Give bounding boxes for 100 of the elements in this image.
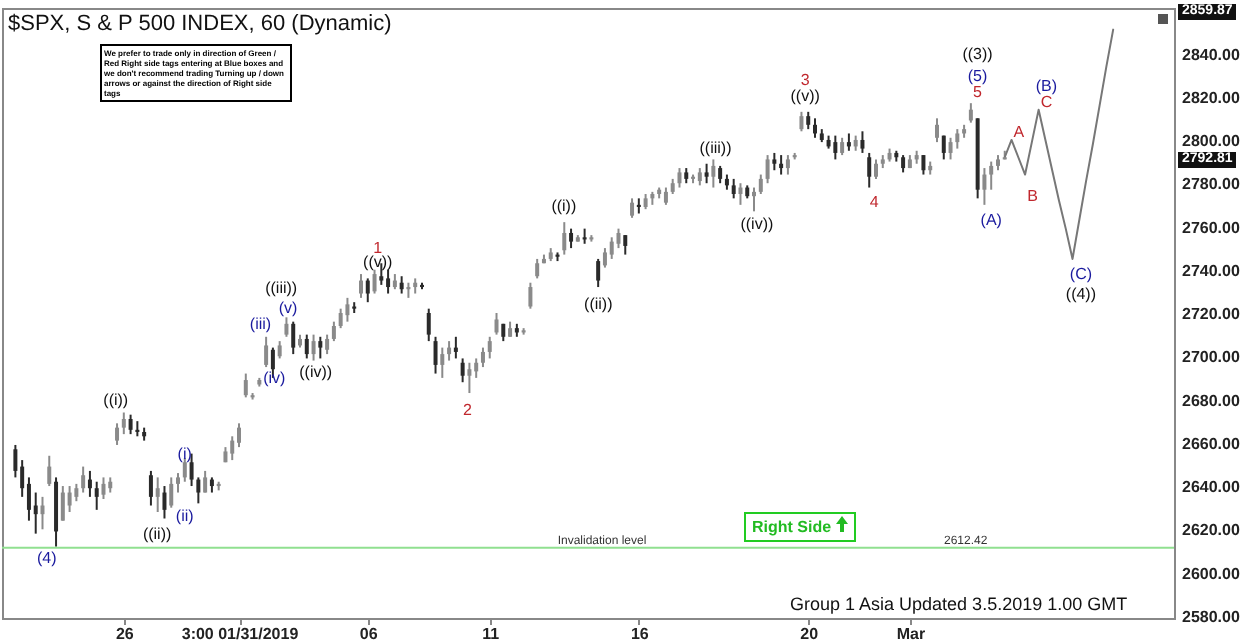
candlestick xyxy=(291,320,296,356)
candlestick xyxy=(528,281,533,310)
candlestick xyxy=(67,485,72,514)
annotation: (A) xyxy=(980,211,1002,229)
annotation: 1 xyxy=(373,239,383,257)
candlestick xyxy=(94,480,99,511)
candlestick xyxy=(87,469,92,498)
candlestick xyxy=(948,136,953,161)
y-tick-label: 2780.00 xyxy=(1182,175,1241,194)
annotation: (iii) xyxy=(249,315,272,333)
annotation: 3 xyxy=(800,71,810,89)
annotation: 5 xyxy=(973,83,982,101)
candlestick xyxy=(128,413,133,436)
annotation: ((v)) xyxy=(363,253,393,271)
annotation: ((iii)) xyxy=(699,139,732,157)
candlestick xyxy=(494,312,499,336)
candlestick xyxy=(33,491,38,535)
x-tick-label: 11 xyxy=(482,625,501,642)
candlestick xyxy=(867,151,872,189)
candlestick xyxy=(860,130,865,154)
y-tick-label: 2720.00 xyxy=(1182,305,1241,324)
candlestick xyxy=(162,485,167,520)
y-tick-label: 2620.00 xyxy=(1182,521,1241,540)
annotation: ((iii)) xyxy=(265,279,298,297)
candlestick xyxy=(101,476,106,501)
chart-title: $SPX, S & P 500 INDEX, 60 (Dynamic) xyxy=(8,12,392,36)
annotation: Right Side xyxy=(752,518,832,536)
x-tick-label: 06 xyxy=(359,625,379,642)
candlestick xyxy=(237,422,242,449)
candlestick xyxy=(921,154,926,176)
candlestick xyxy=(155,476,160,514)
annotation: ((v)) xyxy=(790,87,820,105)
annotation: 2 xyxy=(462,401,472,419)
candlestick xyxy=(433,335,438,375)
candlestick xyxy=(372,268,377,295)
candlestick xyxy=(325,333,330,356)
candlestick xyxy=(243,372,248,399)
annotation: ((i)) xyxy=(103,391,129,409)
candlestick xyxy=(982,167,987,206)
candlestick xyxy=(968,102,973,124)
candlestick xyxy=(60,485,65,522)
candlestick xyxy=(765,154,770,185)
candlestick xyxy=(460,357,465,384)
candlestick xyxy=(738,182,743,206)
y-tick-label: 2660.00 xyxy=(1182,434,1241,453)
candlestick xyxy=(115,422,120,446)
candlestick xyxy=(40,495,45,531)
line-series xyxy=(1003,28,1115,260)
y-tick-label: 2700.00 xyxy=(1182,348,1241,367)
candlestick xyxy=(874,158,878,180)
candlestick xyxy=(176,472,181,494)
candlestick xyxy=(440,346,445,379)
x-tick-label: 16 xyxy=(630,625,650,642)
candlestick xyxy=(331,320,336,343)
annotation: (i) xyxy=(177,445,192,463)
candlestick xyxy=(630,197,635,219)
candlestick xyxy=(813,117,818,139)
candlestick xyxy=(711,158,716,189)
candlestick xyxy=(264,335,269,369)
candlestick xyxy=(752,186,757,213)
candlestick xyxy=(447,340,452,362)
candlestick xyxy=(731,177,736,200)
candlestick xyxy=(311,333,316,362)
annotation: (iv) xyxy=(263,369,286,387)
y-tick-label: 2760.00 xyxy=(1182,218,1241,237)
annotation: ((ii)) xyxy=(142,525,172,543)
candlestick xyxy=(121,411,126,436)
annotation: ((i)) xyxy=(551,197,577,215)
candlestick xyxy=(284,316,289,338)
annotation: B xyxy=(1027,187,1038,205)
candlestick xyxy=(779,154,784,176)
candlestick xyxy=(358,273,363,299)
candlestick xyxy=(704,162,709,185)
y-tick-label: 2600.00 xyxy=(1182,564,1241,583)
annotation: 4 xyxy=(869,193,879,211)
candlestick xyxy=(758,173,763,196)
candlestick xyxy=(47,454,52,488)
candlestick xyxy=(799,110,804,133)
candlestick xyxy=(623,234,628,256)
candlestick xyxy=(345,296,350,323)
annotation: (v) xyxy=(278,299,298,317)
candlestick xyxy=(480,346,485,369)
annotation: ((iv)) xyxy=(299,363,333,381)
candlestick xyxy=(569,227,574,250)
annotation: C xyxy=(1040,93,1053,111)
annotation: ((4)) xyxy=(1065,285,1097,303)
candlestick xyxy=(535,257,540,280)
candlestick xyxy=(453,335,458,360)
y-tick-label: 2740.00 xyxy=(1182,261,1241,280)
candlestick xyxy=(989,160,994,191)
candlestick xyxy=(609,236,614,260)
candlestick xyxy=(426,307,431,343)
annotation: (4) xyxy=(37,549,57,567)
annotation: ((iv)) xyxy=(740,215,774,233)
y-tick-label: 2640.00 xyxy=(1182,478,1241,497)
candlestick xyxy=(81,465,86,494)
x-tick-label: 3:00 01/31/2019 xyxy=(181,625,300,642)
candlestick xyxy=(487,335,492,360)
annotation: (C) xyxy=(1069,265,1093,283)
x-tick-label: 26 xyxy=(115,625,135,642)
